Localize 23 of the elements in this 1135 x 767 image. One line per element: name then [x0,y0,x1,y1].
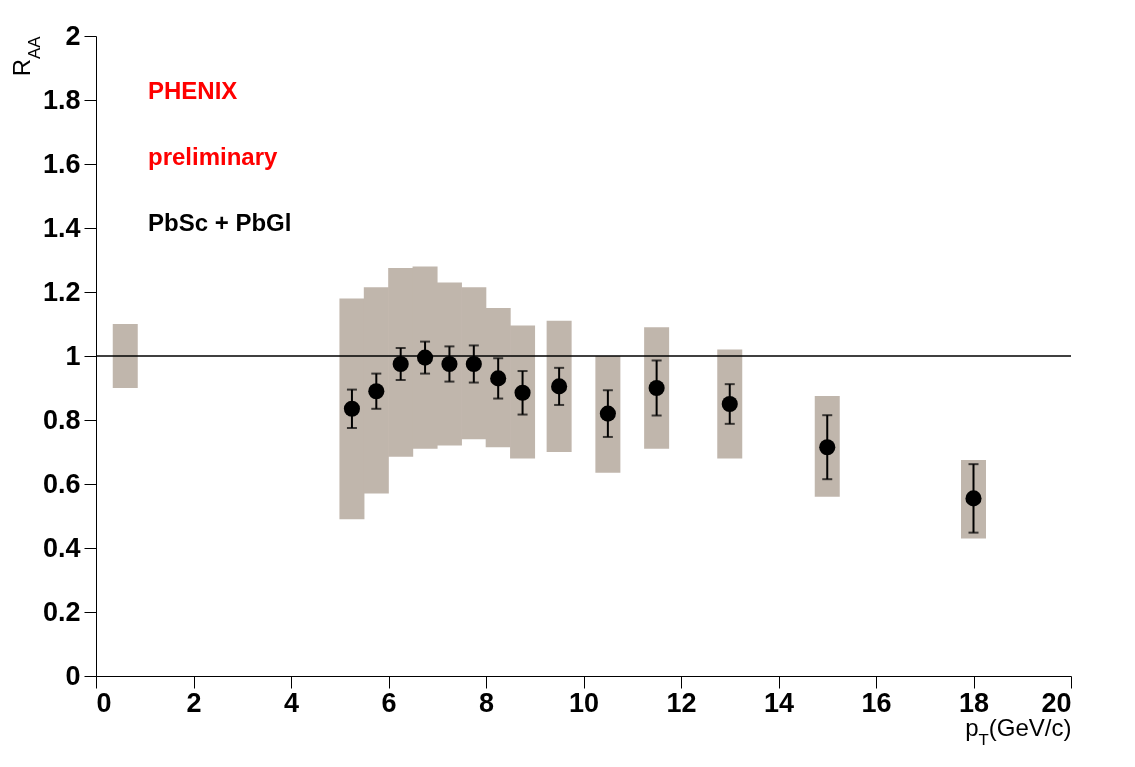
x-tick-label: 6 [381,687,397,718]
y-tick-label: 0.8 [42,404,81,435]
y-tick-label: 1.2 [42,276,81,307]
y-tick-label: 0 [65,660,81,691]
annotation: preliminary [148,143,279,170]
y-tick-label: 2 [65,20,81,51]
x-tick-label: 16 [861,687,892,718]
y-tick-label: 1 [65,340,81,371]
y-tick-label: 1.8 [42,84,81,115]
annotation: PHENIX [148,77,238,104]
y-tick-label: 0.6 [42,468,81,499]
x-tick-label: 10 [568,687,600,718]
x-tick-label: 2 [186,687,202,718]
y-tick-label: 0.2 [42,596,81,627]
x-tick-label: 4 [283,687,300,718]
x-tick-label: 0 [96,687,112,718]
x-tick-label: 12 [666,687,697,718]
y-tick-label: 0.4 [42,532,81,563]
y-tick-label: 1.4 [42,212,81,243]
x-tick-label: 8 [478,687,495,718]
x-tick-label: 14 [763,687,795,718]
y-tick-label: 1.6 [42,148,81,179]
annotation: PbSc + PbGl [148,209,292,236]
